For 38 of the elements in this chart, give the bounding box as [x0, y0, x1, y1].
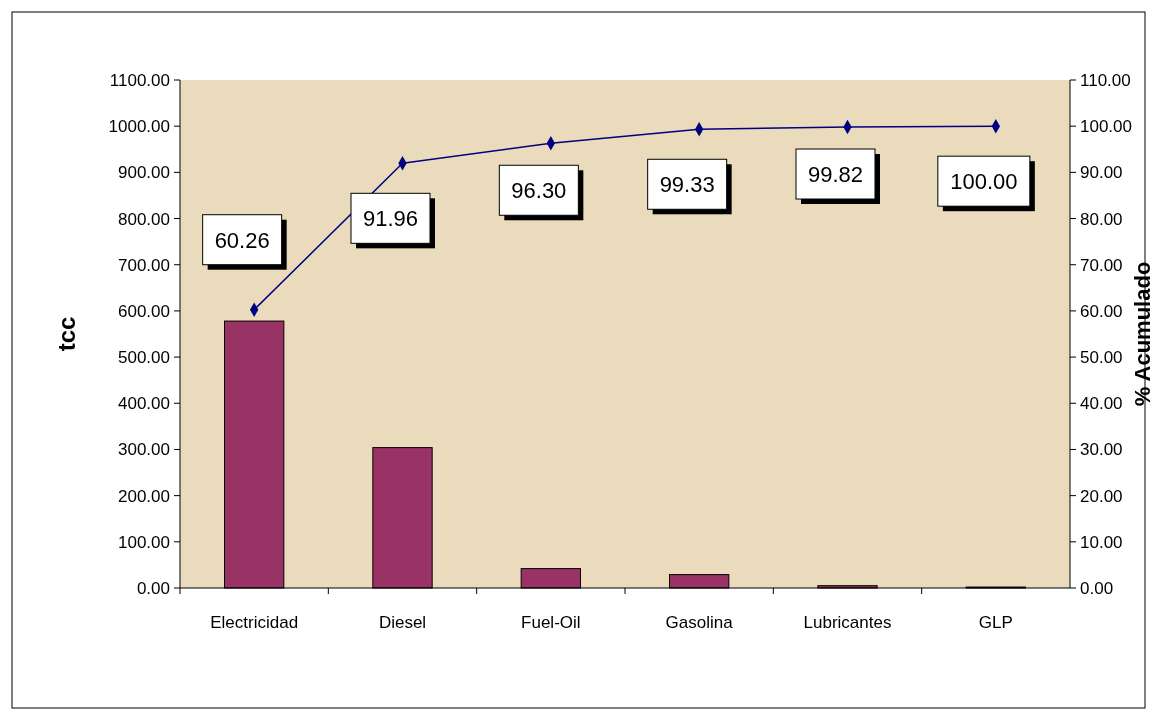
y-tick-label: 800.00: [118, 209, 170, 229]
x-tick-label: Diesel: [378, 613, 427, 632]
y2-tick-label: 90.00: [1080, 163, 1123, 183]
y-tick-label: 400.00: [118, 394, 170, 414]
y2-tick-label: 40.00: [1080, 394, 1123, 414]
y2-tick-label: 60.00: [1080, 301, 1123, 321]
x-tick-label: Fuel-Oil: [521, 613, 581, 632]
y2-tick-label: 20.00: [1080, 486, 1123, 506]
y2-tick-label: 10.00: [1080, 532, 1123, 552]
data-label: 91.96: [362, 206, 419, 232]
y2-tick-label: 110.00: [1080, 71, 1131, 90]
y-tick-label: 1000.00: [108, 117, 170, 137]
x-tick-label: GLP: [978, 613, 1013, 632]
x-tick-label: Electricidad: [210, 613, 299, 632]
data-label: 100.00: [950, 169, 1018, 195]
y-tick-label: 300.00: [118, 440, 170, 460]
y-tick-label: 100.00: [118, 532, 170, 552]
y-tick-label: 700.00: [118, 255, 170, 275]
y-tick-label: 200.00: [118, 486, 170, 506]
data-label: 99.33: [659, 172, 715, 198]
y2-tick-label: 70.00: [1080, 255, 1123, 275]
y2-tick-label: 50.00: [1080, 348, 1123, 368]
data-label: 99.82: [807, 162, 864, 188]
data-label: 60.26: [214, 227, 270, 253]
x-tick-label: Lubricantes: [803, 613, 892, 632]
y-axis-title: tcc: [53, 316, 80, 352]
y-tick-label: 900.00: [118, 163, 170, 183]
y-tick-label: 500.00: [118, 348, 170, 368]
y2-tick-label: 0.00: [1080, 579, 1114, 598]
y2-tick-label: 80.00: [1080, 209, 1123, 229]
x-tick-label: Gasolina: [665, 613, 734, 632]
y-tick-label: 0.00: [136, 579, 170, 598]
y2-tick-label: 100.00: [1080, 117, 1132, 137]
y2-axis-title: % Acumulado: [1130, 261, 1155, 407]
y-tick-label: 1100.00: [109, 71, 170, 90]
y2-tick-label: 30.00: [1080, 440, 1123, 460]
data-label: 96.30: [511, 178, 567, 204]
y-tick-label: 600.00: [118, 301, 170, 321]
